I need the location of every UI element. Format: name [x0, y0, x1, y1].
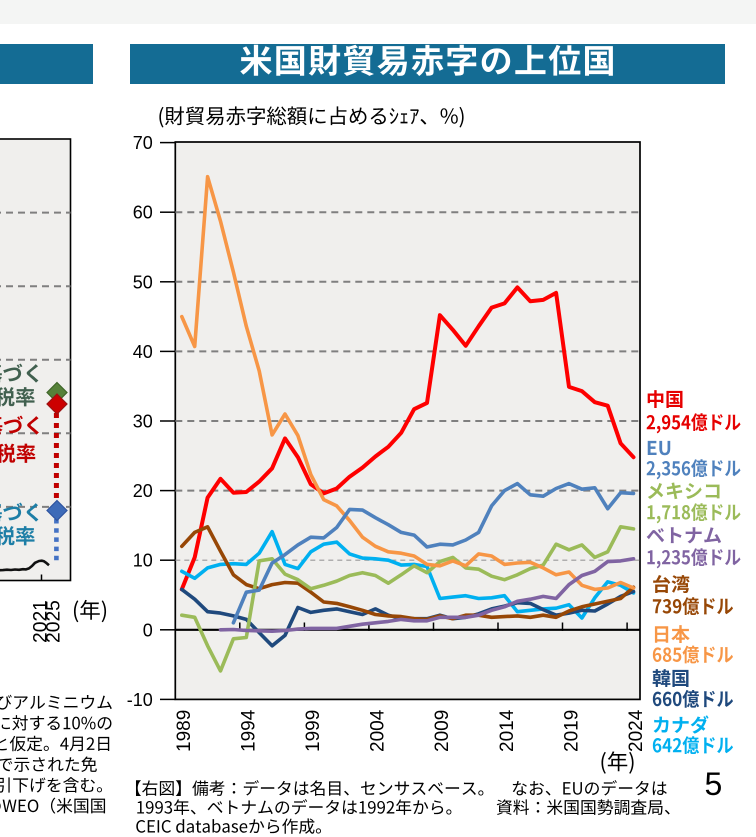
svg-text:2019: 2019 [561, 710, 582, 752]
svg-text:2014: 2014 [497, 709, 518, 752]
svg-text:60: 60 [133, 203, 153, 223]
svg-text:5: 5 [705, 766, 723, 802]
svg-text:40: 40 [133, 342, 153, 362]
svg-text:2004: 2004 [368, 709, 389, 752]
svg-text:1989: 1989 [174, 710, 195, 752]
svg-text:50: 50 [133, 272, 153, 292]
svg-text:30: 30 [133, 412, 153, 432]
svg-text:20: 20 [133, 481, 153, 501]
svg-text:2021: 2021 [31, 600, 52, 643]
svg-text:1999: 1999 [303, 710, 324, 752]
svg-text:1994: 1994 [239, 709, 260, 752]
svg-text:2025: 2025 [43, 600, 64, 643]
svg-text:10: 10 [133, 551, 153, 571]
svg-text:70: 70 [133, 133, 153, 153]
svg-text:0: 0 [143, 620, 153, 640]
svg-text:2024: 2024 [626, 709, 647, 752]
svg-text:2009: 2009 [432, 710, 453, 752]
svg-text:-10: -10 [127, 690, 153, 710]
